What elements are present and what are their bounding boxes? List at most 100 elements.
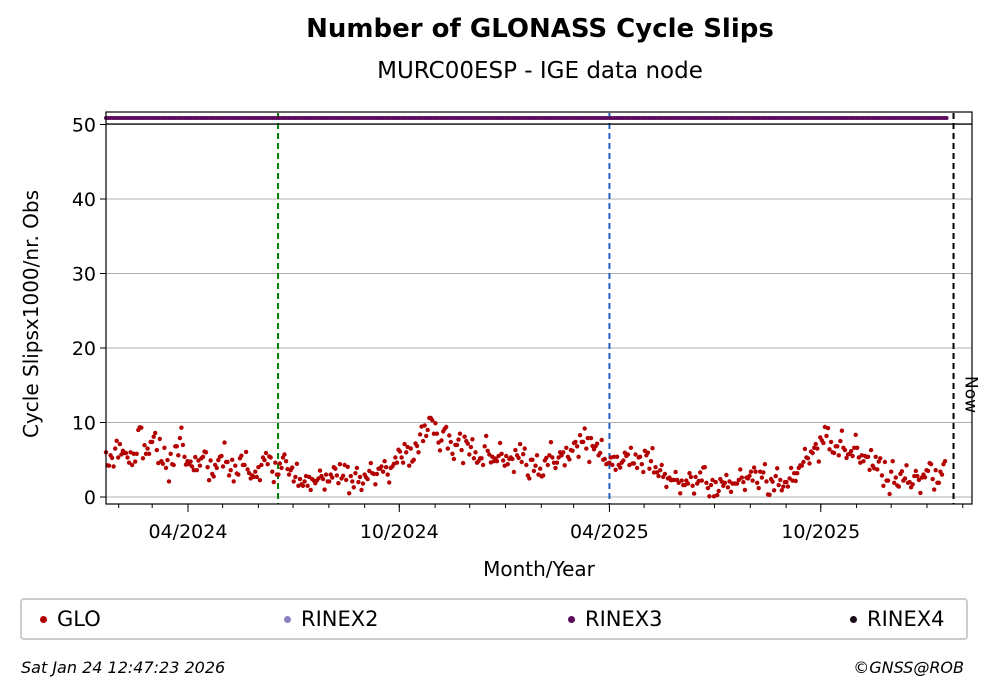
glo-point bbox=[408, 446, 413, 451]
glo-point bbox=[602, 456, 607, 462]
glo-point bbox=[570, 448, 575, 453]
glo-point bbox=[387, 480, 392, 485]
glo-point bbox=[445, 446, 450, 451]
glo-point bbox=[462, 434, 467, 439]
glo-point bbox=[188, 459, 193, 464]
legend-label-glo: GLO bbox=[57, 607, 101, 631]
y-tick-label: 50 bbox=[72, 115, 96, 137]
glo-point bbox=[734, 481, 740, 486]
glo-point bbox=[399, 455, 404, 460]
glo-point bbox=[268, 455, 273, 460]
glo-point bbox=[910, 482, 915, 487]
glo-point bbox=[613, 467, 618, 472]
glo-point bbox=[166, 479, 172, 484]
glo-point bbox=[368, 460, 373, 466]
glo-point bbox=[197, 463, 203, 468]
glo-point bbox=[357, 474, 363, 480]
glo-point bbox=[150, 439, 155, 445]
glo-point bbox=[517, 441, 523, 447]
glo-point bbox=[320, 476, 326, 482]
glo-point bbox=[270, 469, 275, 474]
glo-point bbox=[930, 476, 935, 482]
glo-point bbox=[553, 465, 558, 471]
glo-point bbox=[838, 438, 843, 444]
glo-point bbox=[519, 459, 524, 465]
glo-point bbox=[698, 470, 703, 475]
glo-point bbox=[253, 469, 258, 474]
legend-item-rinex2: RINEX2 bbox=[284, 600, 379, 638]
glo-point bbox=[501, 458, 506, 463]
glo-point bbox=[422, 423, 427, 428]
glo-point bbox=[337, 462, 343, 467]
glo-point bbox=[764, 479, 769, 484]
glo-point bbox=[653, 465, 658, 470]
glo-point bbox=[890, 459, 895, 464]
glo-point bbox=[116, 455, 121, 460]
glo-point bbox=[360, 481, 366, 486]
glo-point bbox=[748, 469, 754, 474]
glo-point bbox=[145, 446, 150, 451]
glo-point bbox=[522, 446, 527, 451]
glo-point bbox=[385, 472, 390, 477]
glo-point bbox=[839, 428, 845, 433]
glo-point bbox=[835, 444, 840, 449]
glo-point bbox=[308, 487, 313, 493]
glo-point bbox=[534, 453, 540, 458]
generated-timestamp: Sat Jan 24 12:47:23 2026 bbox=[21, 658, 226, 677]
chart-title: Number of GLONASS Cycle Slips bbox=[306, 14, 774, 44]
glo-point bbox=[276, 472, 281, 477]
glo-point bbox=[793, 478, 798, 484]
glo-point bbox=[359, 487, 364, 493]
glo-point bbox=[821, 440, 826, 446]
glo-point bbox=[664, 484, 669, 490]
glo-point bbox=[236, 472, 241, 477]
glo-point bbox=[484, 433, 489, 439]
glo-point bbox=[853, 432, 858, 437]
glo-point bbox=[715, 492, 720, 498]
glo-point bbox=[356, 479, 361, 485]
glo-point bbox=[868, 447, 874, 453]
glo-point bbox=[125, 455, 130, 460]
glo-point bbox=[710, 477, 715, 483]
legend-marker-rinex2 bbox=[284, 615, 291, 623]
glo-point bbox=[775, 466, 780, 471]
glo-point bbox=[577, 433, 583, 438]
glo-point bbox=[194, 468, 199, 473]
glo-point bbox=[805, 456, 811, 461]
glo-point bbox=[574, 444, 580, 449]
glo-point bbox=[162, 445, 167, 450]
glo-point bbox=[433, 421, 438, 426]
glo-point bbox=[279, 465, 284, 471]
glo-point bbox=[468, 444, 474, 450]
legend-label-rinex2: RINEX2 bbox=[301, 607, 379, 631]
glo-point bbox=[293, 474, 298, 480]
plot-frame bbox=[105, 111, 973, 505]
glo-point bbox=[573, 439, 578, 445]
glo-point bbox=[273, 460, 278, 465]
glo-point bbox=[742, 487, 748, 493]
glo-point bbox=[322, 487, 327, 492]
glo-point bbox=[393, 455, 398, 460]
glo-point bbox=[648, 459, 654, 464]
glo-point bbox=[171, 462, 176, 468]
glo-point bbox=[262, 457, 267, 463]
glo-point bbox=[641, 469, 646, 475]
glo-point bbox=[828, 439, 834, 445]
glo-point bbox=[761, 470, 766, 475]
glo-point bbox=[801, 459, 806, 465]
glo-point bbox=[350, 479, 355, 484]
glo-point bbox=[479, 456, 484, 461]
glo-point bbox=[795, 471, 800, 476]
glo-point bbox=[300, 483, 306, 488]
glo-point bbox=[327, 479, 332, 484]
glo-point bbox=[283, 459, 289, 464]
glo-point bbox=[548, 440, 554, 445]
glo-point bbox=[702, 465, 707, 470]
chart-subtitle: MURC00ESP - IGE data node bbox=[377, 58, 703, 84]
glo-point bbox=[621, 458, 626, 463]
glo-point bbox=[562, 463, 567, 468]
glo-point bbox=[383, 465, 389, 470]
glo-point bbox=[239, 453, 244, 458]
glo-point bbox=[813, 441, 818, 447]
glo-point bbox=[533, 463, 538, 468]
